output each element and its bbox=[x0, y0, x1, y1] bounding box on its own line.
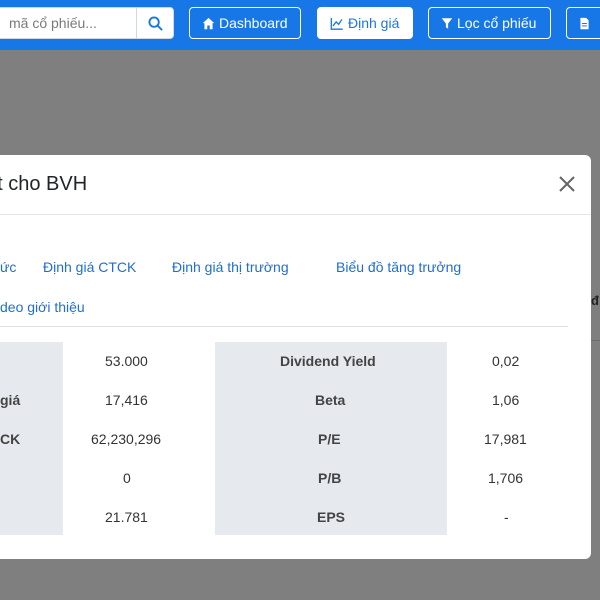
pe-value: 17,981 bbox=[484, 431, 527, 447]
home-icon bbox=[202, 17, 215, 29]
beta-value: 1,06 bbox=[492, 392, 520, 408]
modal-header-divider bbox=[0, 214, 591, 215]
background-column-header: đ bbox=[591, 293, 599, 308]
left-label-3: CK bbox=[0, 431, 21, 447]
tab-market-valuation[interactable]: Định giá thị trường bbox=[172, 259, 289, 275]
left-value-1: 53.000 bbox=[105, 353, 148, 369]
report-button[interactable] bbox=[566, 7, 600, 39]
left-label-2: giá bbox=[0, 392, 21, 408]
left-value-5: 21.781 bbox=[105, 509, 148, 525]
left-value-4: 0 bbox=[123, 470, 131, 486]
search-button[interactable] bbox=[136, 7, 174, 39]
modal-tabs: ức Định giá CTCK Định giá thị trường Biể… bbox=[0, 255, 591, 331]
search-icon bbox=[147, 15, 163, 31]
right-label-column bbox=[215, 342, 447, 535]
pb-label: P/B bbox=[318, 470, 342, 486]
eps-label: EPS bbox=[317, 509, 346, 525]
stock-detail-modal: ết cho BVH ức Định giá CTCK Định giá thị… bbox=[0, 155, 591, 559]
search-input[interactable] bbox=[0, 7, 136, 39]
pb-value: 1,706 bbox=[488, 470, 524, 486]
tab-growth-chart[interactable]: Biểu đồ tăng trưởng bbox=[336, 259, 462, 275]
valuation-button[interactable]: Định giá bbox=[317, 7, 413, 39]
left-label-column bbox=[0, 342, 63, 535]
modal-title: ết cho BVH bbox=[0, 173, 88, 195]
tab-partial-left[interactable]: ức bbox=[0, 259, 17, 275]
stock-filter-label: Lọc cổ phiếu bbox=[457, 15, 537, 31]
pe-label: P/E bbox=[318, 431, 341, 447]
close-button[interactable] bbox=[556, 173, 578, 195]
dividend-yield-label: Dividend Yield bbox=[280, 353, 376, 369]
dashboard-button[interactable]: Dashboard bbox=[189, 7, 301, 39]
tabs-divider bbox=[0, 326, 568, 327]
search-bar bbox=[0, 7, 174, 39]
dashboard-label: Dashboard bbox=[219, 15, 288, 31]
eps-value: - bbox=[504, 509, 509, 525]
beta-label: Beta bbox=[315, 392, 346, 408]
left-value-3: 62,230,296 bbox=[91, 431, 162, 447]
filter-icon bbox=[441, 17, 453, 29]
valuation-label: Định giá bbox=[348, 15, 400, 31]
stock-filter-button[interactable]: Lọc cổ phiếu bbox=[428, 7, 551, 39]
dividend-yield-value: 0,02 bbox=[492, 353, 520, 369]
close-icon bbox=[559, 176, 575, 192]
left-value-2: 17,416 bbox=[105, 392, 148, 408]
document-icon bbox=[580, 17, 589, 29]
background-divider bbox=[590, 340, 600, 341]
tab-ctck-valuation[interactable]: Định giá CTCK bbox=[43, 259, 137, 275]
chart-line-icon bbox=[330, 17, 343, 30]
top-navbar: Dashboard Định giá Lọc cổ phiếu bbox=[0, 0, 600, 50]
tab-intro-video[interactable]: deo giới thiệu bbox=[0, 299, 85, 315]
